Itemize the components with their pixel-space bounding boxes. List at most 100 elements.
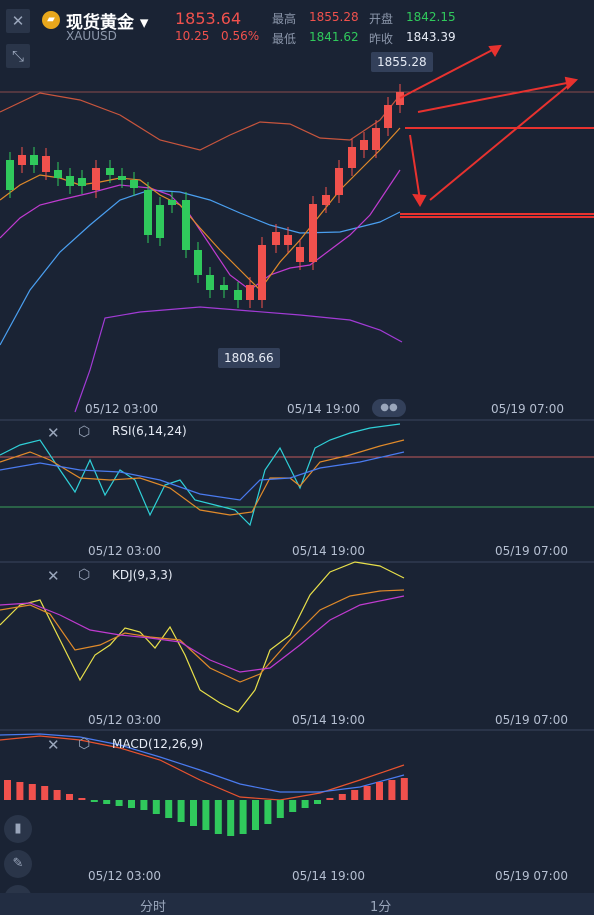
- candle: [18, 155, 26, 165]
- macd-bar: [16, 782, 24, 800]
- macd-bar: [128, 800, 135, 808]
- instrument-name[interactable]: 现货黄金 ▾: [66, 13, 149, 33]
- candle: [284, 235, 292, 245]
- macd-bar: [4, 780, 11, 800]
- close-icon[interactable]: ✕: [47, 567, 60, 585]
- high-value: 1855.28: [309, 10, 359, 24]
- candle: [42, 156, 50, 172]
- price-change: 10.25: [175, 29, 210, 43]
- x-tick: 05/19 07:00: [491, 402, 564, 416]
- candle: [54, 170, 62, 178]
- prev-close-value: 1843.39: [406, 30, 456, 44]
- price-change-pct: 0.56%: [221, 29, 260, 43]
- boll-mid: [0, 189, 401, 346]
- macd-bar: [388, 780, 396, 800]
- gold-bars-icon: ▰: [42, 11, 60, 29]
- x-tick: 05/19 07:00: [495, 869, 568, 883]
- close-icon[interactable]: ✕: [47, 424, 60, 442]
- macd-bar: [289, 800, 297, 812]
- close-icon[interactable]: ✕: [47, 736, 60, 754]
- trend-arrows: [399, 44, 594, 218]
- macd-bar: [301, 800, 309, 808]
- candle: [206, 275, 214, 290]
- max-price-tag: 1855.28: [371, 52, 433, 72]
- prev-close-label: 昨收: [369, 32, 394, 46]
- macd-bar: [41, 786, 49, 800]
- macd-bar: [78, 798, 86, 800]
- candle: [194, 250, 202, 275]
- close-icon[interactable]: ✕: [6, 9, 30, 33]
- x-tick: 05/19 07:00: [495, 713, 568, 727]
- collapse-icon[interactable]: ⤡: [6, 44, 30, 68]
- low-value: 1841.62: [309, 30, 359, 44]
- x-tick: 05/12 03:00: [88, 713, 161, 727]
- macd-bar: [363, 786, 371, 800]
- macd-bar: [90, 800, 98, 802]
- kdj-d: [0, 595, 405, 673]
- ma-magenta: [0, 169, 401, 291]
- x-tick: 05/14 19:00: [292, 713, 365, 727]
- open-label: 开盘: [369, 12, 394, 26]
- candle: [309, 204, 317, 262]
- macd-bar: [326, 798, 334, 800]
- candle: [272, 232, 280, 245]
- macd-bar: [53, 790, 61, 800]
- high-label: 最高: [272, 12, 297, 26]
- candle: [372, 128, 380, 150]
- kdj-k: [0, 589, 405, 683]
- macd-dif: [0, 735, 405, 801]
- candle: [258, 245, 266, 300]
- candle: [92, 168, 100, 190]
- gear-icon[interactable]: ⬡: [78, 567, 91, 583]
- low-label: 最低: [272, 32, 297, 46]
- macd-bar: [190, 800, 197, 826]
- macd-bar: [28, 784, 36, 800]
- candle: [118, 176, 126, 180]
- macd-label: MACD(12,26,9): [112, 737, 204, 751]
- period-bar: [0, 893, 594, 915]
- macd-bar: [115, 800, 123, 806]
- gear-icon[interactable]: ⬡: [78, 736, 91, 752]
- macd-bar: [276, 800, 284, 818]
- draw-pen-icon[interactable]: ✎: [4, 850, 32, 878]
- last-price: 1853.64: [175, 9, 242, 28]
- candle: [220, 285, 228, 290]
- kdj-j: [0, 561, 405, 713]
- rsi-label: RSI(6,14,24): [112, 424, 187, 438]
- candle: [66, 176, 74, 186]
- scroll-handle[interactable]: ●●: [372, 399, 406, 417]
- candle: [348, 147, 356, 168]
- min-price-tag: 1808.66: [218, 348, 280, 368]
- candle: [360, 140, 368, 150]
- x-tick: 05/12 03:00: [88, 869, 161, 883]
- rsi-24: [0, 451, 405, 501]
- candle: [234, 290, 242, 300]
- macd-bar: [140, 800, 148, 810]
- candle: [182, 200, 190, 250]
- candle: [106, 168, 114, 175]
- macd-bar: [177, 800, 185, 822]
- open-value: 1842.15: [406, 10, 456, 24]
- macd-bar: [202, 800, 210, 830]
- candle: [296, 247, 304, 262]
- candle: [30, 155, 38, 165]
- candle: [168, 200, 176, 205]
- x-tick: 05/14 19:00: [292, 869, 365, 883]
- gear-icon[interactable]: ⬡: [78, 424, 91, 440]
- macd-bar: [66, 794, 73, 800]
- kdj-label: KDJ(9,3,3): [112, 568, 173, 582]
- x-tick: 05/12 03:00: [85, 402, 158, 416]
- x-tick: 05/12 03:00: [88, 544, 161, 558]
- x-tick: 05/19 07:00: [495, 544, 568, 558]
- macd-bar: [152, 800, 160, 814]
- macd-bar: [214, 800, 222, 834]
- candle: [335, 168, 343, 195]
- tab-1min[interactable]: 1分: [370, 900, 392, 915]
- candle: [156, 205, 164, 238]
- candle: [322, 195, 330, 205]
- quote-header: ▰ 现货黄金 ▾ XAUUSD 1853.64 10.25 0.56% 最高 1…: [0, 0, 594, 46]
- macd-bar: [103, 800, 111, 804]
- candlestick-icon[interactable]: ▮: [4, 815, 32, 843]
- tab-time-share[interactable]: 分时: [140, 900, 167, 915]
